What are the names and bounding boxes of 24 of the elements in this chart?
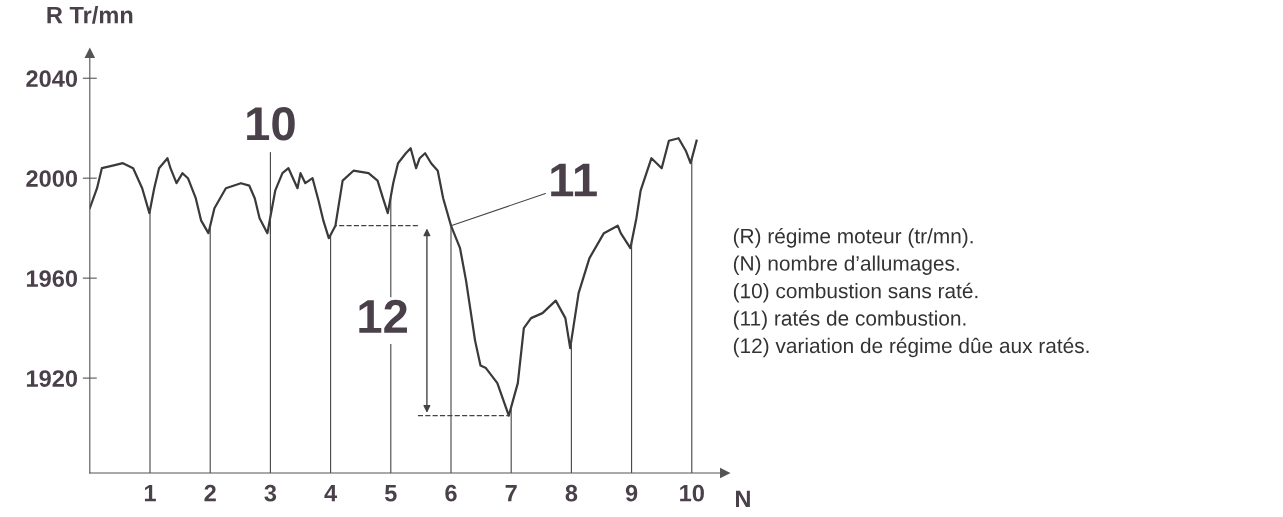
text: (R) régime moteur (tr/mn). (733, 227, 973, 248)
x-tick-label: 6 (445, 484, 457, 502)
x-tick-label: 10 (680, 484, 704, 502)
y-axis-title: R Tr/mn (47, 6, 133, 24)
annotation: 11 (551, 163, 597, 197)
annotation: 10 (247, 107, 295, 141)
x-tick-label: 8 (565, 484, 578, 502)
y-tick-label: 1960 (26, 270, 78, 287)
x-tick-label: 4 (324, 485, 338, 502)
text: (11) ratés de combustion. (733, 310, 966, 330)
y-tick-label: 1920 (26, 370, 78, 387)
y-tick-label: 2000 (26, 170, 78, 187)
x-axis-title: N (736, 490, 750, 507)
annotation: 12 (359, 299, 407, 333)
x-tick-label: 1 (144, 485, 156, 502)
text: (N) nombre d’allumages. (733, 255, 959, 275)
x-tick-label: 2 (204, 484, 216, 502)
x-tick-label: 5 (384, 485, 397, 502)
x-tick-label: 3 (264, 484, 277, 502)
text: (12) variation de régime dûe aux ratés. (733, 337, 1089, 358)
text: (10) combustion sans raté. (733, 282, 978, 303)
x-tick-label: 7 (505, 485, 517, 502)
x-tick-label: 9 (625, 484, 638, 502)
y-tick-label: 2040 (26, 70, 78, 88)
